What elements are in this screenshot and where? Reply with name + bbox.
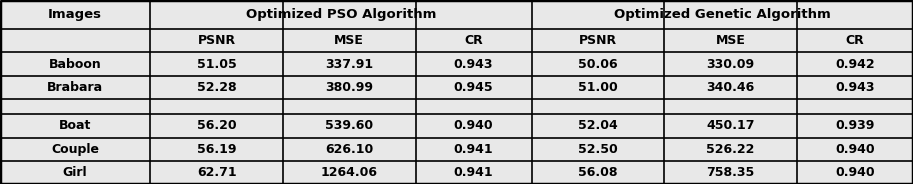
Text: 62.71: 62.71 [197, 166, 236, 179]
Text: 52.04: 52.04 [578, 119, 618, 132]
Text: 0.943: 0.943 [835, 81, 875, 94]
Text: 1264.06: 1264.06 [320, 166, 378, 179]
Text: 758.35: 758.35 [707, 166, 755, 179]
Text: 51.00: 51.00 [578, 81, 618, 94]
Text: 56.20: 56.20 [197, 119, 236, 132]
Text: 0.941: 0.941 [454, 143, 493, 156]
Text: PSNR: PSNR [579, 34, 617, 47]
Text: Optimized PSO Algorithm: Optimized PSO Algorithm [246, 8, 436, 21]
Text: 0.945: 0.945 [454, 81, 493, 94]
Text: 52.50: 52.50 [578, 143, 618, 156]
Text: PSNR: PSNR [197, 34, 236, 47]
Text: 0.941: 0.941 [454, 166, 493, 179]
Text: 626.10: 626.10 [325, 143, 373, 156]
Text: 56.08: 56.08 [578, 166, 618, 179]
Text: MSE: MSE [716, 34, 746, 47]
Text: 340.46: 340.46 [707, 81, 755, 94]
Text: 0.940: 0.940 [454, 119, 493, 132]
Text: 0.940: 0.940 [835, 143, 875, 156]
Text: 330.09: 330.09 [707, 58, 755, 70]
Text: 0.943: 0.943 [454, 58, 493, 70]
Text: Baboon: Baboon [48, 58, 101, 70]
Text: 52.28: 52.28 [197, 81, 236, 94]
Text: 0.942: 0.942 [835, 58, 875, 70]
Text: Optimized Genetic Algorithm: Optimized Genetic Algorithm [614, 8, 831, 21]
Text: Brabara: Brabara [47, 81, 103, 94]
Text: 539.60: 539.60 [325, 119, 373, 132]
Text: Images: Images [48, 8, 102, 21]
Text: CR: CR [845, 34, 865, 47]
Text: 450.17: 450.17 [707, 119, 755, 132]
Text: MSE: MSE [334, 34, 364, 47]
Text: Girl: Girl [63, 166, 88, 179]
Text: Boat: Boat [59, 119, 91, 132]
Text: 50.06: 50.06 [578, 58, 618, 70]
Text: 337.91: 337.91 [325, 58, 373, 70]
Text: 526.22: 526.22 [707, 143, 755, 156]
Text: CR: CR [464, 34, 483, 47]
Text: 51.05: 51.05 [196, 58, 236, 70]
Text: 380.99: 380.99 [325, 81, 373, 94]
Text: Couple: Couple [51, 143, 100, 156]
Text: 0.940: 0.940 [835, 166, 875, 179]
Text: 0.939: 0.939 [835, 119, 875, 132]
Text: 56.19: 56.19 [197, 143, 236, 156]
